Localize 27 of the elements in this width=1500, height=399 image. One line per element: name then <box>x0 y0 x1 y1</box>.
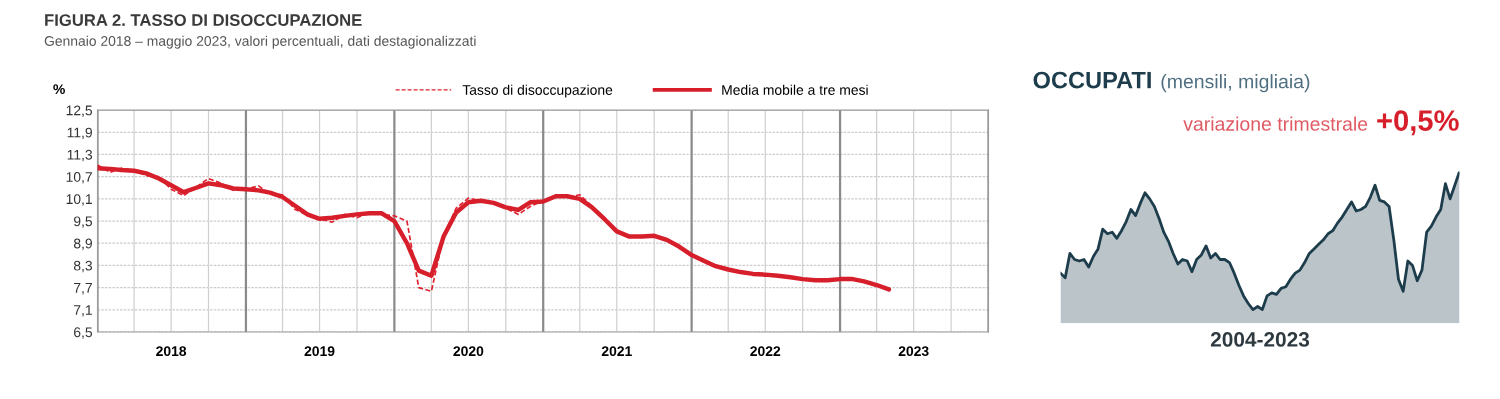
y-axis-title: % <box>53 84 65 95</box>
x-tick-label: 2022 <box>750 346 781 357</box>
x-tick-label: 2021 <box>601 346 632 357</box>
x-tick-label: 2019 <box>304 346 335 357</box>
chart-subtitle: (mensili, migliaia) <box>1161 74 1310 93</box>
x-axis-title: 2004-2023 <box>1210 332 1310 347</box>
y-tick-label: 7,1 <box>74 305 92 317</box>
y-tick-label: 10,7 <box>66 172 92 184</box>
y-tick-label: 8,9 <box>73 238 92 251</box>
chart-title: OCCUPATI <box>1033 71 1151 89</box>
legend-label: Media mobile a tre mesi <box>722 84 868 95</box>
x-tick-label: 2020 <box>453 346 484 357</box>
text: variazione trimestrale <box>1183 116 1368 131</box>
chart-title: FIGURA 2. TASSO DI DISOCCUPAZIONE <box>45 14 362 26</box>
y-tick-label: 12,5 <box>66 105 93 117</box>
y-tick-label: 6,5 <box>74 327 93 339</box>
y-tick-label: 8,3 <box>73 260 93 273</box>
legend-label: Tasso di disoccupazione <box>462 84 613 98</box>
y-tick-label: 11,9 <box>67 127 92 140</box>
y-tick-label: 9,5 <box>73 216 93 228</box>
y-tick-label: 7,7 <box>74 283 92 295</box>
x-tick-label: 2023 <box>898 346 929 357</box>
chart-subtitle: Gennaio 2018 – maggio 2023, valori percentuali, dati destagionalizzati <box>44 35 476 49</box>
y-tick-label: 11,3 <box>67 149 93 162</box>
y-tick-label: 10,1 <box>66 194 92 206</box>
x-tick-label: 2018 <box>156 346 187 357</box>
text: +0,5% <box>1377 110 1459 136</box>
